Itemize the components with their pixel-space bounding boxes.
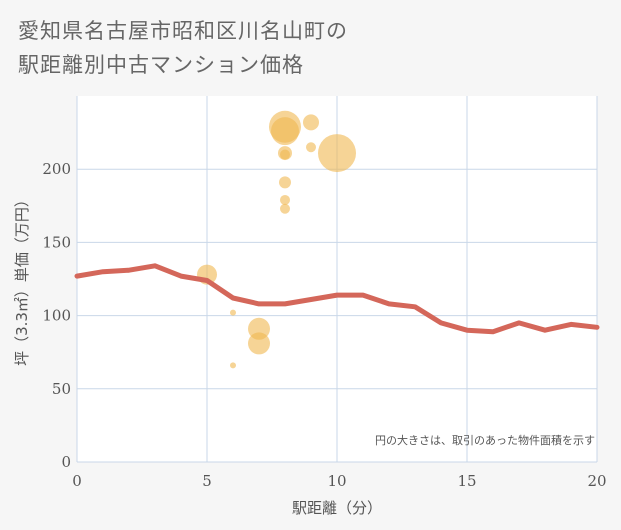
bubble-11 (280, 203, 290, 214)
bubble-6 (271, 117, 299, 146)
x-tick-label-20: 20 (587, 472, 606, 490)
bubble-12 (303, 114, 319, 131)
bubble-series (197, 110, 356, 369)
y-tick-label-50: 50 (52, 380, 71, 398)
bubble-2 (230, 362, 236, 369)
y-tick-label-150: 150 (42, 233, 71, 251)
bubble-8 (280, 149, 290, 160)
bubble-10 (280, 194, 290, 205)
average-price-line (74, 263, 600, 335)
chart-title: 愛知県名古屋市昭和区川名山町の 駅距離別中古マンション価格 (18, 14, 348, 82)
x-axis-label: 駅距離（分） (292, 499, 382, 517)
bubble-4 (248, 332, 270, 355)
y-tick-label-200: 200 (42, 160, 71, 178)
x-tick-label-15: 15 (457, 472, 476, 490)
y-tick-label-100: 100 (42, 307, 71, 325)
x-tick-label-5: 5 (202, 472, 212, 490)
bubble-13 (306, 142, 316, 153)
y-tick-label-0: 0 (61, 453, 71, 471)
x-tick-label-0: 0 (72, 472, 82, 490)
bubble-9 (279, 176, 291, 189)
bubble-14 (318, 134, 356, 173)
y-axis-label: 坪（3.3㎡）単価（万円） (13, 192, 31, 366)
x-tick-label-10: 10 (327, 472, 346, 490)
chart-title-line2: 駅距離別中古マンション価格 (18, 53, 304, 77)
bubble-size-note: 円の大きさは、取引のあった物件面積を示す (375, 433, 595, 447)
chart-title-line1: 愛知県名古屋市昭和区川名山町の (18, 19, 348, 43)
bubble-1 (230, 309, 236, 316)
